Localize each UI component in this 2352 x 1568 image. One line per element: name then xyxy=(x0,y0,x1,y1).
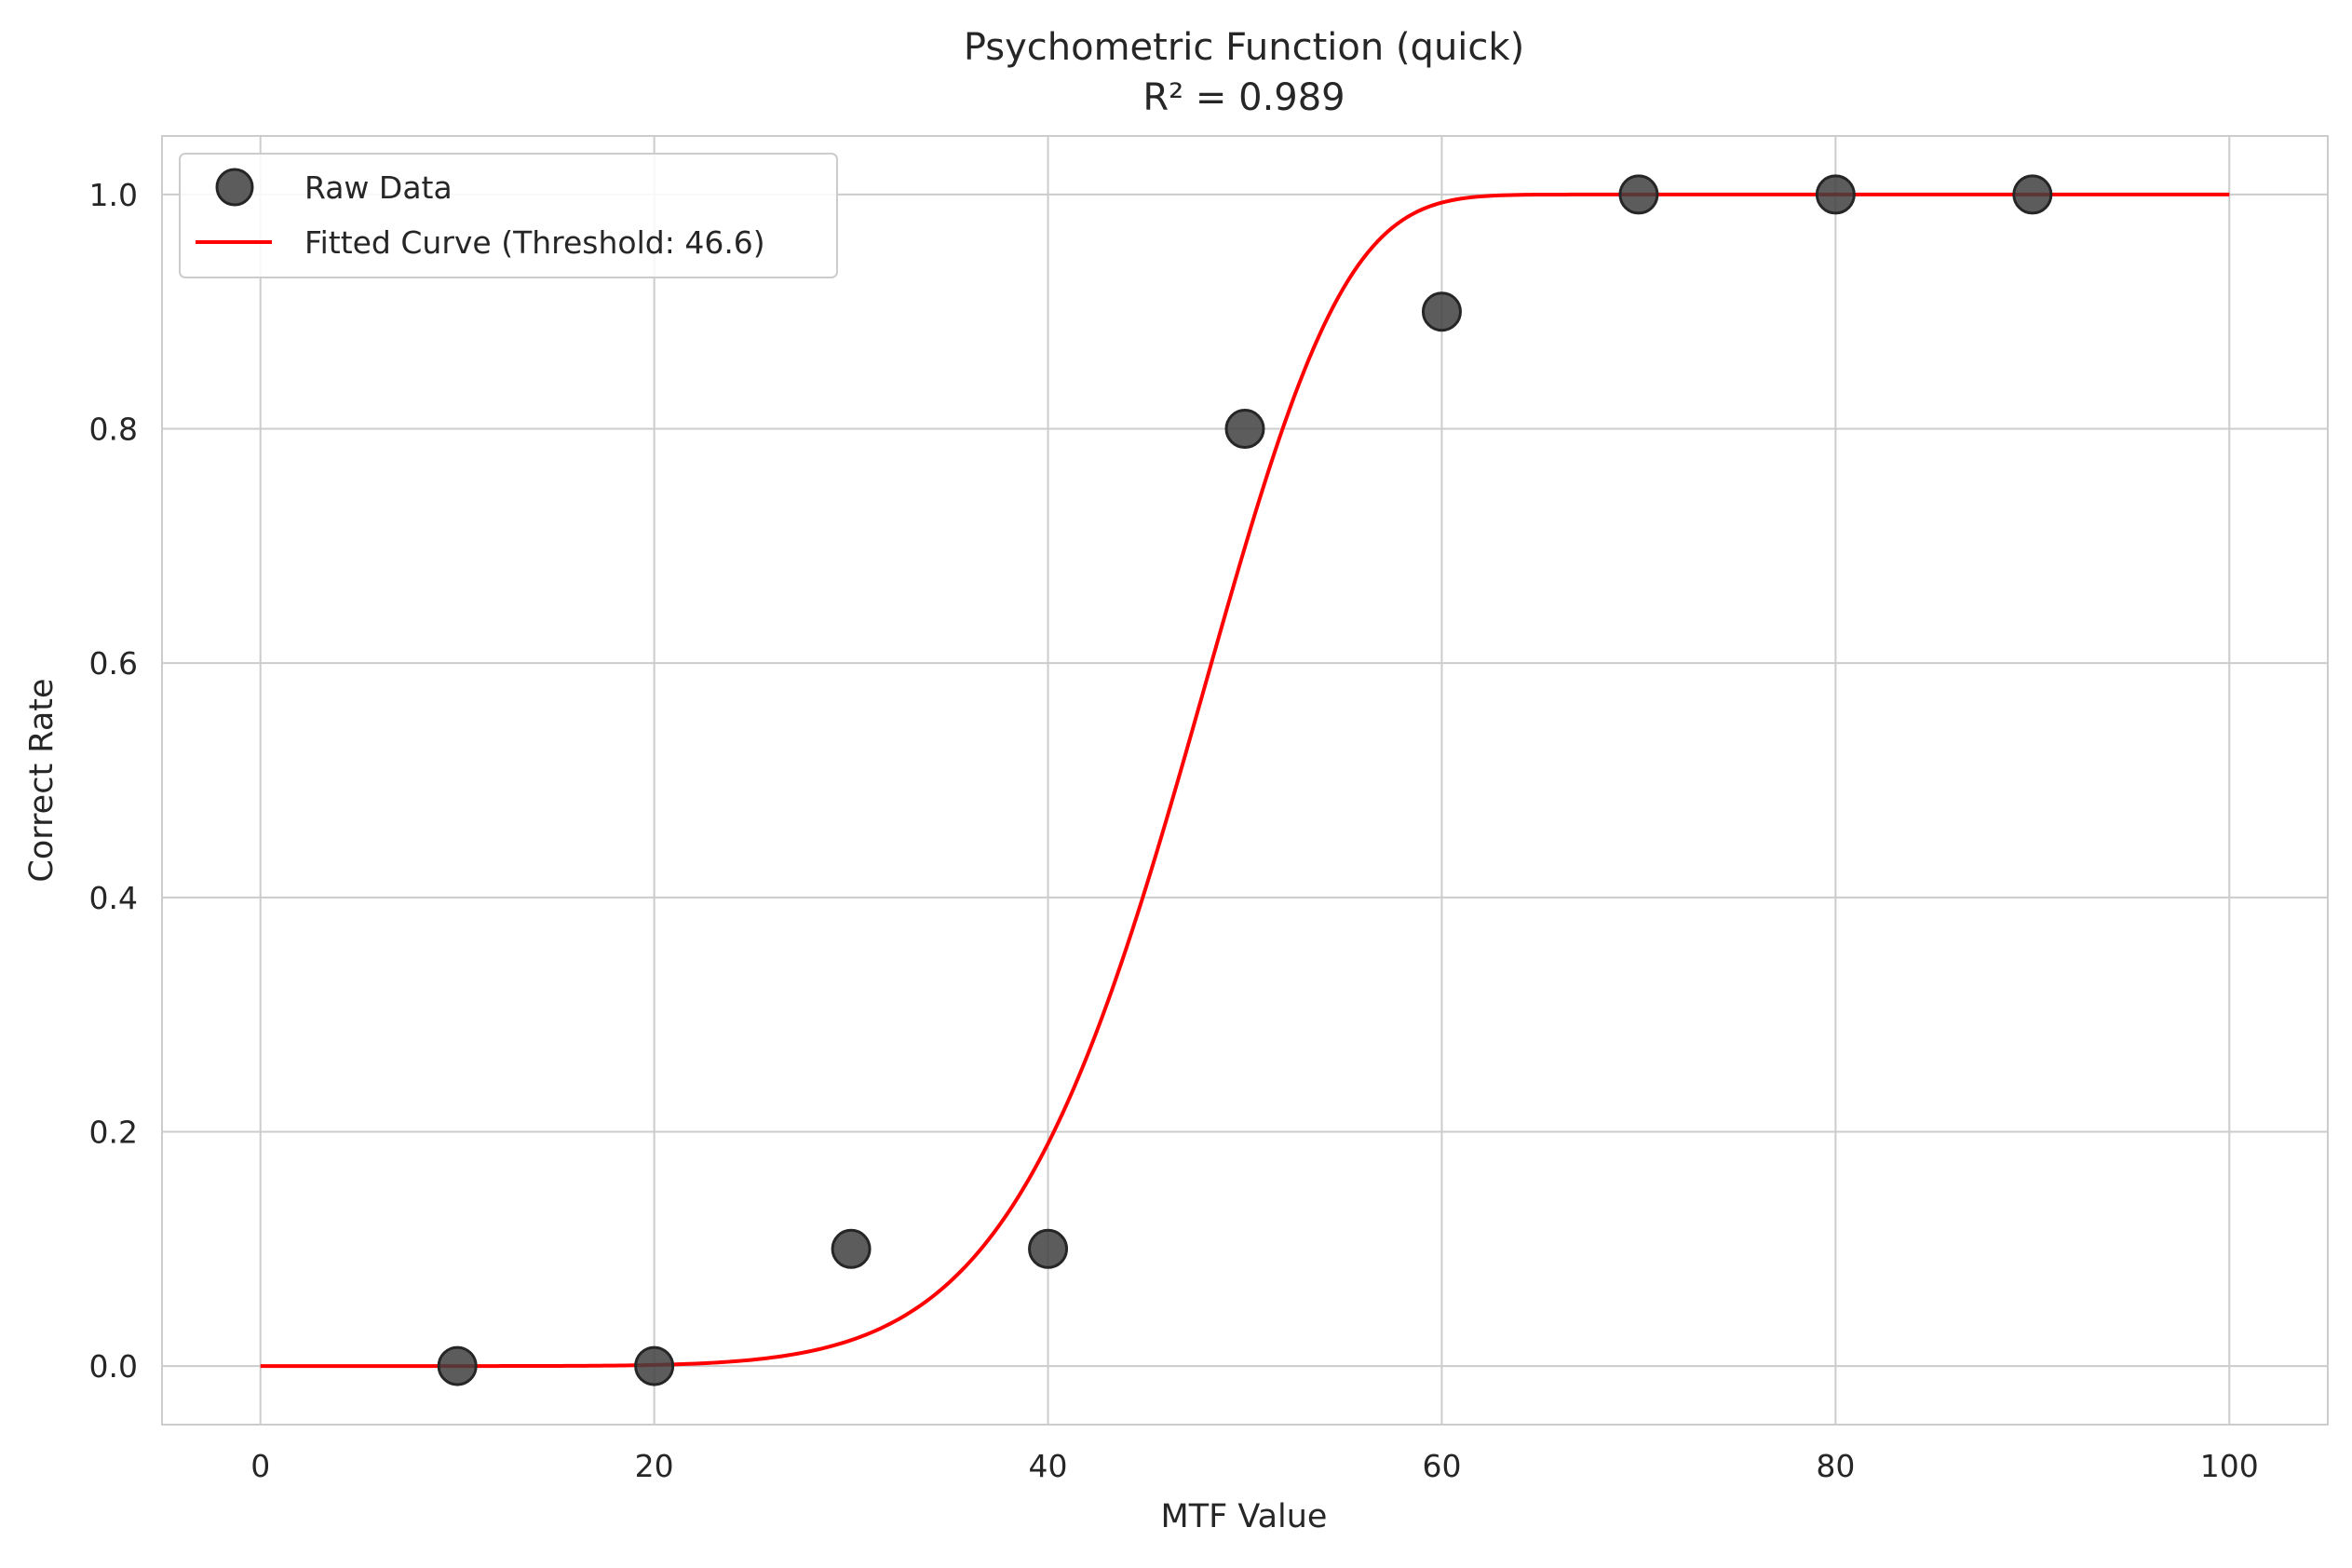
y-axis-label: Correct Rate xyxy=(23,678,61,882)
legend-raw-data-label: Raw Data xyxy=(304,169,453,206)
x-tick-label: 0 xyxy=(250,1448,270,1484)
y-tick-label: 0.0 xyxy=(89,1348,138,1385)
fitted-curve-series xyxy=(260,192,2230,1369)
raw-data-point xyxy=(1421,291,1462,332)
y-tick-label: 0.4 xyxy=(89,880,138,916)
raw-data-point xyxy=(831,1228,872,1269)
raw-data-point xyxy=(2012,174,2053,215)
raw-data-point xyxy=(1815,174,1856,215)
raw-data-point xyxy=(634,1345,675,1386)
legend-box xyxy=(179,153,838,278)
chart-title: Psychometric Function (quick) xyxy=(964,26,1524,69)
y-tick-label: 0.2 xyxy=(89,1114,138,1150)
raw-data-point xyxy=(1224,409,1265,450)
x-tick-label: 20 xyxy=(635,1448,674,1484)
x-tick-label: 80 xyxy=(1816,1448,1855,1484)
x-tick-label: 40 xyxy=(1029,1448,1068,1484)
chart-subtitle: R² = 0.989 xyxy=(1142,76,1345,119)
raw-data-point xyxy=(437,1345,478,1386)
legend: Raw Data Fitted Curve (Threshold: 46.6) xyxy=(179,153,838,278)
y-tick-label: 0.8 xyxy=(89,412,138,448)
y-tick-label: 1.0 xyxy=(89,177,138,213)
raw-data-point xyxy=(1618,174,1659,215)
raw-data-series xyxy=(437,174,2053,1386)
raw-data-point xyxy=(1028,1228,1069,1269)
x-axis-label: MTF Value xyxy=(1161,1498,1328,1535)
legend-fitted-curve-label: Fitted Curve (Threshold: 46.6) xyxy=(304,224,765,261)
legend-raw-data-marker xyxy=(215,168,254,207)
plot-frame xyxy=(161,135,2329,1426)
x-tick-label: 60 xyxy=(1422,1448,1461,1484)
y-tick-label: 0.6 xyxy=(89,645,138,682)
x-tick-label: 100 xyxy=(2200,1448,2259,1484)
fitted-curve-line xyxy=(260,192,2230,1369)
y-axis-ticks: 0.0 0.2 0.4 0.6 0.8 1.0 xyxy=(89,177,138,1385)
x-axis-ticks: 0 20 40 60 80 100 xyxy=(250,1448,2259,1484)
